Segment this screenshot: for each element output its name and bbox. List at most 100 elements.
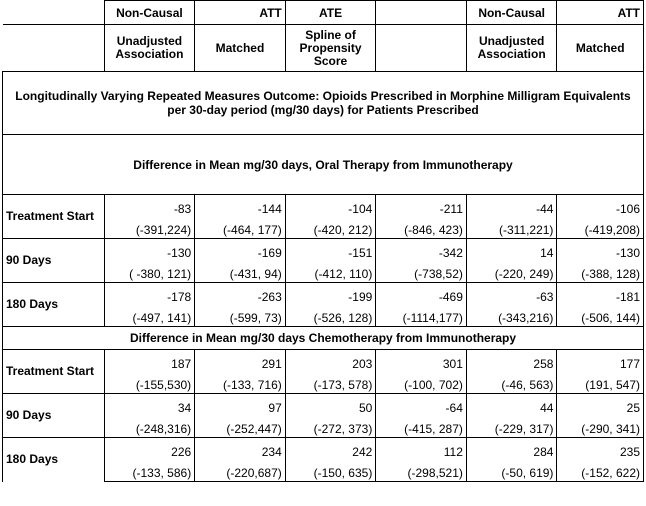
- table-row: ( -380, 121) (-431, 94) (-412, 110) (-73…: [3, 260, 644, 283]
- ci-cell: (-846, 423): [375, 216, 467, 239]
- estimate-cell: 226: [103, 437, 196, 459]
- column-header-row: Non-Causal ATT ATE Non-Causal ATT: [2, 0, 644, 25]
- table-row: (-248,316) (-252,447) (-272, 373) (-415,…: [3, 415, 644, 438]
- ci-cell: (-412, 110): [284, 260, 377, 283]
- estimate-cell: -44: [465, 194, 558, 216]
- ci-cell: (-229, 317): [465, 415, 558, 438]
- row-label: 90 Days: [2, 393, 105, 438]
- subheader-col-4: [375, 24, 467, 72]
- estimate-cell: 203: [284, 349, 377, 371]
- ci-cell: (-526, 128): [284, 304, 377, 327]
- estimate-cell: 177: [556, 349, 644, 371]
- header-col-2: ATT: [194, 0, 286, 25]
- ci-cell: (-415, 287): [375, 415, 467, 438]
- estimate-cell: -130: [556, 238, 644, 260]
- row-label: 180 Days: [2, 282, 105, 327]
- table-row: (-391,224) (-464, 177) (-420, 212) (-846…: [3, 216, 644, 239]
- estimate-cell: 50: [284, 393, 377, 415]
- row-label: 90 Days: [2, 238, 105, 283]
- section-2-title: Difference in Mean mg/30 days Chemothera…: [2, 326, 644, 350]
- estimate-cell: -181: [556, 282, 644, 304]
- estimate-cell: 284: [465, 437, 558, 459]
- ci-cell: (-298,521): [375, 459, 467, 482]
- estimate-cell: 112: [375, 437, 467, 459]
- ci-cell: (-290, 341): [556, 415, 644, 438]
- ci-cell: (-497, 141): [103, 304, 196, 327]
- outcome-banner-row: Longitudinally Varying Repeated Measures…: [2, 71, 644, 135]
- ci-cell: (-431, 94): [194, 260, 286, 283]
- estimate-cell: -469: [375, 282, 467, 304]
- outcome-banner: Longitudinally Varying Repeated Measures…: [2, 71, 644, 135]
- ci-cell: (-311,221): [465, 216, 558, 239]
- estimate-cell: 25: [556, 393, 644, 415]
- estimate-cell: -64: [375, 393, 467, 415]
- ci-cell: (-46, 563): [465, 371, 558, 394]
- estimate-cell: -151: [284, 238, 377, 260]
- header-col-5: Non-Causal: [465, 0, 558, 25]
- subheader-col-6: Matched: [556, 24, 644, 72]
- estimate-cell: -169: [194, 238, 286, 260]
- ci-cell: (-155,530): [103, 371, 196, 394]
- estimate-cell: 187: [103, 349, 196, 371]
- ci-cell: (-100, 702): [375, 371, 467, 394]
- header-col-6: ATT: [556, 0, 644, 25]
- estimate-cell: -130: [103, 238, 196, 260]
- table-row: Treatment Start 187 291 203 301 258 177: [2, 349, 644, 394]
- estimate-cell: 242: [284, 437, 377, 459]
- ci-cell: (-420, 212): [284, 216, 377, 239]
- row-label: 180 Days: [2, 437, 105, 482]
- ci-cell: (-343,216): [465, 304, 558, 327]
- table-row: Treatment Start -83 -144 -104 -211 -44 -…: [2, 194, 644, 239]
- row-label: Treatment Start: [2, 194, 105, 239]
- header-col-3: ATE: [284, 0, 377, 25]
- ci-cell: (-152, 622): [556, 459, 644, 482]
- estimate-cell: -342: [375, 238, 467, 260]
- section-2-title-row: Difference in Mean mg/30 days Chemothera…: [2, 326, 644, 350]
- estimate-cell: -104: [284, 194, 377, 216]
- estimate-cell: -199: [284, 282, 377, 304]
- table-row: (-155,530) (-133, 716) (-173, 578) (-100…: [3, 371, 644, 394]
- estimate-cell: 258: [465, 349, 558, 371]
- estimate-cell: -106: [556, 194, 644, 216]
- estimate-cell: -63: [465, 282, 558, 304]
- estimate-cell: 234: [194, 437, 286, 459]
- ci-cell: (-1114,177): [375, 304, 467, 327]
- ci-cell: (-738,52): [375, 260, 467, 283]
- estimate-cell: 44: [465, 393, 558, 415]
- ci-cell: (-220, 249): [465, 260, 558, 283]
- ci-cell: (-464, 177): [194, 216, 286, 239]
- section-1-title-row: Difference in Mean mg/30 days, Oral Ther…: [2, 134, 644, 195]
- table-row: 90 Days -130 -169 -151 -342 14 -130: [2, 238, 644, 283]
- estimate-cell: 14: [465, 238, 558, 260]
- header-col-4: [375, 0, 467, 25]
- ci-cell: (-150, 635): [284, 459, 377, 482]
- subheader-col-5: Unadjusted Association: [465, 24, 558, 72]
- estimate-cell: -263: [194, 282, 286, 304]
- ci-cell: (-599, 73): [194, 304, 286, 327]
- table-row: 90 Days 34 97 50 -64 44 25: [2, 393, 644, 438]
- ci-cell: (-252,447): [194, 415, 286, 438]
- table-row: 180 Days -178 -263 -199 -469 -63 -181: [2, 282, 644, 327]
- ci-cell: (-220,687): [194, 459, 286, 482]
- row-label: Treatment Start: [2, 349, 105, 394]
- column-subheader-row: Unadjusted Association Matched Spline of…: [2, 24, 644, 72]
- estimate-cell: -211: [375, 194, 467, 216]
- estimate-cell: 235: [556, 437, 644, 459]
- ci-cell: (191, 547): [556, 371, 644, 394]
- table-row: (-497, 141) (-599, 73) (-526, 128) (-111…: [3, 304, 644, 327]
- subheader-col-2: Matched: [194, 24, 286, 72]
- ci-cell: (-248,316): [103, 415, 196, 438]
- estimate-cell: -144: [194, 194, 286, 216]
- table-row: (-133, 586) (-220,687) (-150, 635) (-298…: [3, 459, 644, 482]
- ci-cell: (-391,224): [103, 216, 196, 239]
- ci-cell: (-272, 373): [284, 415, 377, 438]
- subheader-col-3: Spline of Propensity Score: [284, 24, 377, 72]
- subheader-col-1: Unadjusted Association: [103, 24, 196, 72]
- ci-cell: (-50, 619): [465, 459, 558, 482]
- ci-cell: (-506, 144): [556, 304, 644, 327]
- subheader-blank: [2, 24, 105, 72]
- estimate-cell: 97: [194, 393, 286, 415]
- ci-cell: ( -380, 121): [103, 260, 196, 283]
- ci-cell: (-173, 578): [284, 371, 377, 394]
- header-col-1: Non-Causal: [103, 0, 196, 25]
